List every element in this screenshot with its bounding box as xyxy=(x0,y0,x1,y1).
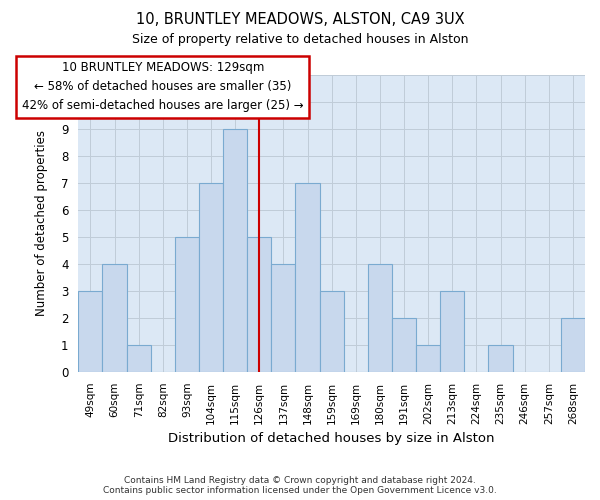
Bar xyxy=(320,291,344,372)
Bar xyxy=(103,264,127,372)
Bar xyxy=(295,183,320,372)
Bar xyxy=(561,318,585,372)
Bar xyxy=(392,318,416,372)
Text: 10 BRUNTLEY MEADOWS: 129sqm
← 58% of detached houses are smaller (35)
42% of sem: 10 BRUNTLEY MEADOWS: 129sqm ← 58% of det… xyxy=(22,62,304,112)
Bar xyxy=(271,264,295,372)
Bar xyxy=(127,345,151,372)
Bar xyxy=(199,183,223,372)
Y-axis label: Number of detached properties: Number of detached properties xyxy=(35,130,48,316)
Bar xyxy=(79,291,103,372)
Bar xyxy=(175,237,199,372)
Bar xyxy=(223,129,247,372)
Text: Contains HM Land Registry data © Crown copyright and database right 2024.
Contai: Contains HM Land Registry data © Crown c… xyxy=(103,476,497,495)
X-axis label: Distribution of detached houses by size in Alston: Distribution of detached houses by size … xyxy=(169,432,495,445)
Bar xyxy=(247,237,271,372)
Bar xyxy=(488,345,512,372)
Bar xyxy=(368,264,392,372)
Text: 10, BRUNTLEY MEADOWS, ALSTON, CA9 3UX: 10, BRUNTLEY MEADOWS, ALSTON, CA9 3UX xyxy=(136,12,464,28)
Text: Size of property relative to detached houses in Alston: Size of property relative to detached ho… xyxy=(132,32,468,46)
Bar xyxy=(416,345,440,372)
Bar xyxy=(440,291,464,372)
